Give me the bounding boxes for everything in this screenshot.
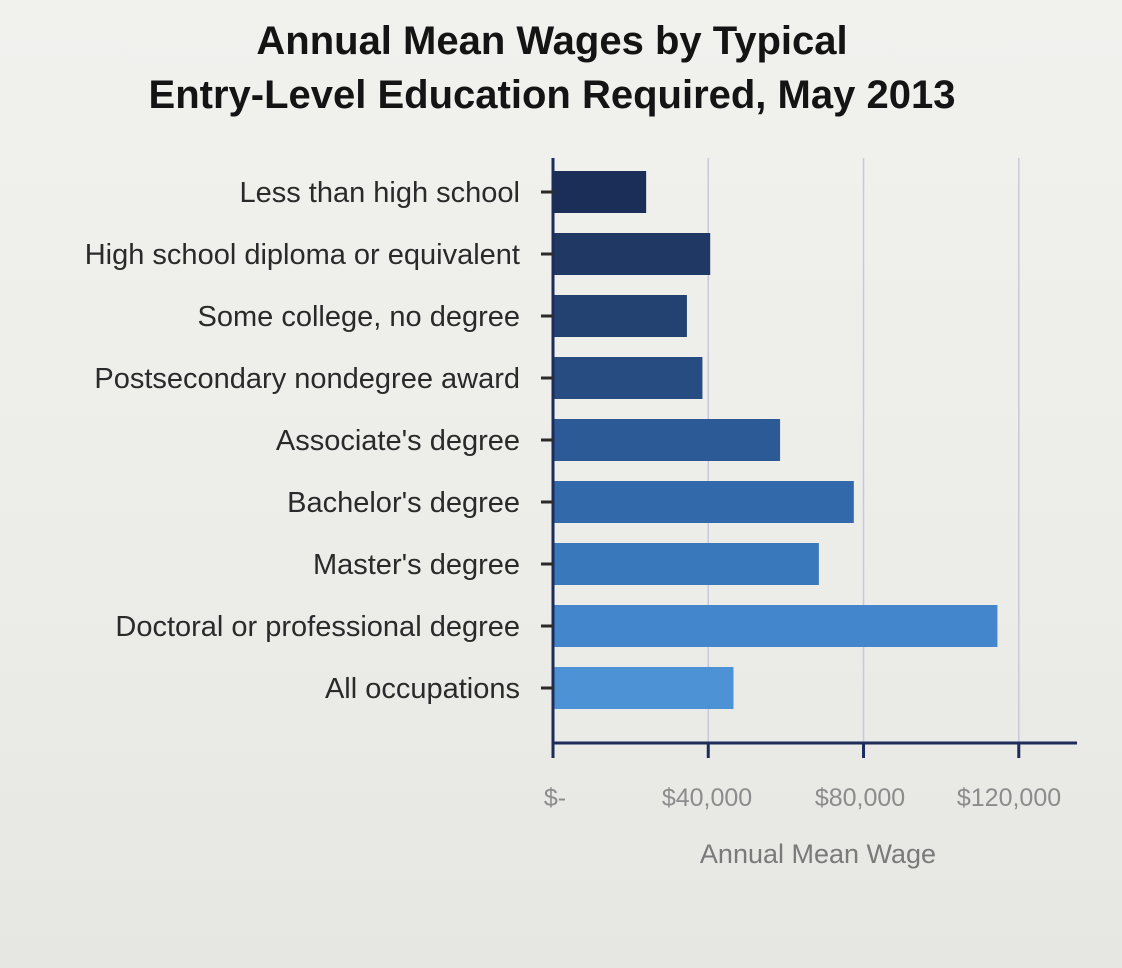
bar-1 — [553, 171, 647, 213]
tick-labels: $- $40,000 $80,000 $120,000 — [544, 784, 1061, 812]
chart-title-line-1: Annual Mean Wages by Typical — [256, 19, 847, 63]
category-label-1: Less than high school — [239, 177, 520, 209]
category-labels: Less than high school High school diploma… — [85, 177, 520, 705]
axes — [541, 158, 1077, 758]
x-axis-title: Annual Mean Wage — [700, 839, 936, 869]
category-label-8: Doctoral or professional degree — [115, 611, 520, 643]
category-label-7: Master's degree — [313, 549, 520, 581]
category-label-9: All occupations — [325, 673, 520, 705]
category-label-6: Bachelor's degree — [287, 487, 520, 519]
bar-5 — [553, 419, 781, 461]
bar-6 — [553, 481, 854, 523]
bar-8 — [553, 605, 998, 647]
category-label-2: High school diploma or equivalent — [85, 239, 520, 271]
bar-4 — [553, 357, 703, 399]
bar-7 — [553, 543, 819, 585]
chart-title-line-2: Entry-Level Education Required, May 2013 — [149, 73, 956, 117]
x-tick-label-1: $40,000 — [662, 784, 752, 812]
x-tick-label-3: $120,000 — [957, 784, 1061, 812]
x-tick-label-0: $- — [544, 784, 566, 812]
category-label-4: Postsecondary nondegree award — [94, 363, 520, 395]
bar-2 — [553, 233, 711, 275]
bar-9 — [553, 667, 734, 709]
x-tick-label-2: $80,000 — [815, 784, 905, 812]
category-label-3: Some college, no degree — [198, 301, 520, 333]
category-label-5: Associate's degree — [276, 425, 520, 457]
bar-3 — [553, 295, 687, 337]
bars — [553, 171, 998, 709]
